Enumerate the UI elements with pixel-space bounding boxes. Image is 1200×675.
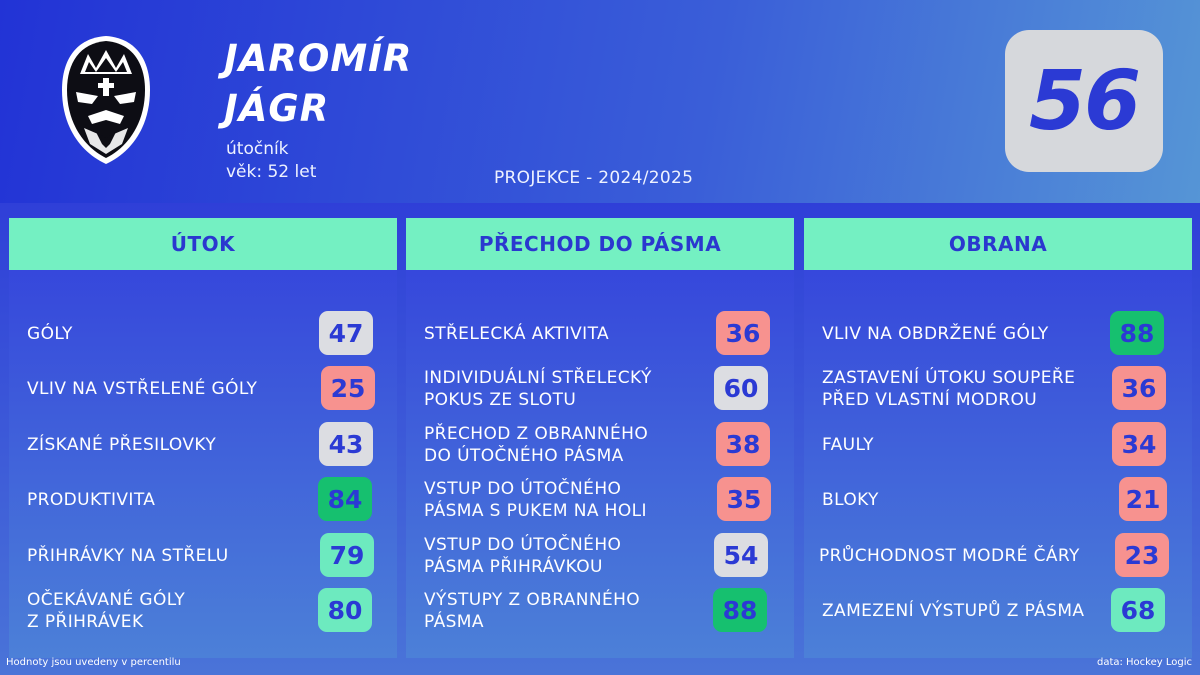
stat-value-badge: 80	[318, 588, 372, 632]
stat-value-badge: 54	[714, 533, 768, 577]
stat-value-badge: 88	[713, 588, 767, 632]
stat-label: VLIV NA OBDRŽENÉ GÓLY	[822, 324, 1049, 344]
stat-value-badge: 43	[319, 422, 373, 466]
stat-row: PRODUKTIVITA 84	[9, 477, 397, 523]
player-age: věk: 52 let	[226, 162, 317, 182]
stat-value-badge: 88	[1110, 311, 1164, 355]
footer-source: data: Hockey Logic	[1096, 657, 1192, 668]
stat-value-badge: 21	[1119, 477, 1167, 521]
stat-row: ZASTAVENÍ ÚTOKU SOUPEŘE PŘED VLASTNÍ MOD…	[804, 366, 1192, 412]
stat-value-badge: 60	[714, 366, 768, 410]
stat-label: PRODUKTIVITA	[27, 490, 156, 510]
stat-row: ZÍSKANÉ PŘESILOVKY 43	[9, 422, 397, 468]
projection-label: PROJEKCE - 2024/2025	[494, 168, 694, 188]
stat-row: VLIV NA VSTŘELENÉ GÓLY 25	[9, 366, 397, 412]
stat-value-badge: 38	[716, 422, 770, 466]
stat-row: VÝSTUPY Z OBRANNÉHO PÁSMA 88	[406, 588, 794, 634]
stat-label: VÝSTUPY Z OBRANNÉHO PÁSMA	[424, 590, 641, 632]
stat-row: PŘIHRÁVKY NA STŘELU 79	[9, 533, 397, 579]
stat-row: PŘECHOD Z OBRANNÉHO DO ÚTOČNÉHO PÁSMA 38	[406, 422, 794, 468]
stat-value-badge: 25	[321, 366, 375, 410]
stat-row: GÓLY 47	[9, 311, 397, 357]
stat-label: ZÍSKANÉ PŘESILOVKY	[27, 435, 217, 455]
panel-prechod-do-pasma: PŘECHOD DO PÁSMA STŘELECKÁ AKTIVITA 36 I…	[406, 218, 794, 658]
stat-label: PŘECHOD Z OBRANNÉHO DO ÚTOČNÉHO PÁSMA	[424, 424, 649, 466]
stat-row: BLOKY 21	[804, 477, 1192, 523]
stat-row: ZAMEZENÍ VÝSTUPŮ Z PÁSMA 68	[804, 588, 1192, 634]
stat-row: STŘELECKÁ AKTIVITA 36	[406, 311, 794, 357]
player-name: JAROMÍR JÁGR	[224, 34, 412, 134]
stat-value-badge: 47	[319, 311, 373, 355]
player-last-name: JÁGR	[224, 87, 330, 130]
stat-row: VSTUP DO ÚTOČNÉHO PÁSMA S PUKEM NA HOLI …	[406, 477, 794, 523]
player-position: útočník	[226, 139, 289, 159]
stat-label: GÓLY	[27, 324, 73, 344]
stat-row: PRŮCHODNOST MODRÉ ČÁRY 23	[804, 533, 1192, 579]
overall-rating-box: 56	[1005, 30, 1163, 172]
stat-label: VLIV NA VSTŘELENÉ GÓLY	[27, 379, 258, 399]
panel-utok: ÚTOK GÓLY 47 VLIV NA VSTŘELENÉ GÓLY 25 Z…	[9, 218, 397, 658]
stat-value-badge: 35	[717, 477, 771, 521]
stat-value-badge: 36	[1112, 366, 1166, 410]
stat-label: STŘELECKÁ AKTIVITA	[424, 324, 610, 344]
stat-value-badge: 36	[716, 311, 770, 355]
stat-row: OČEKÁVANÉ GÓLY Z PŘIHRÁVEK 80	[9, 588, 397, 634]
stat-label: PRŮCHODNOST MODRÉ ČÁRY	[819, 546, 1080, 566]
stat-label: VSTUP DO ÚTOČNÉHO PÁSMA PŘIHRÁVKOU	[424, 535, 622, 577]
stat-value-badge: 68	[1111, 588, 1165, 632]
panel-title: PŘECHOD DO PÁSMA	[406, 218, 794, 270]
stat-label: OČEKÁVANÉ GÓLY Z PŘIHRÁVEK	[27, 590, 186, 632]
panel-obrana: OBRANA VLIV NA OBDRŽENÉ GÓLY 88 ZASTAVEN…	[804, 218, 1192, 658]
stat-label: BLOKY	[822, 490, 879, 510]
stat-row: INDIVIDUÁLNÍ STŘELECKÝ POKUS ZE SLOTU 60	[406, 366, 794, 412]
stat-label: ZASTAVENÍ ÚTOKU SOUPEŘE PŘED VLASTNÍ MOD…	[822, 368, 1076, 410]
stat-row: FAULY 34	[804, 422, 1192, 468]
stat-value-badge: 84	[318, 477, 372, 521]
stat-label: ZAMEZENÍ VÝSTUPŮ Z PÁSMA	[822, 601, 1085, 621]
stat-label: FAULY	[822, 435, 874, 455]
stat-value-badge: 23	[1115, 533, 1169, 577]
stat-label: PŘIHRÁVKY NA STŘELU	[27, 546, 229, 566]
stat-row: VLIV NA OBDRŽENÉ GÓLY 88	[804, 311, 1192, 357]
stat-value-badge: 34	[1112, 422, 1166, 466]
footer-note: Hodnoty jsou uvedeny v percentilu	[6, 657, 181, 668]
stat-value-badge: 79	[320, 533, 374, 577]
panel-title: OBRANA	[804, 218, 1192, 270]
player-first-name: JAROMÍR	[224, 37, 413, 80]
stat-row: VSTUP DO ÚTOČNÉHO PÁSMA PŘIHRÁVKOU 54	[406, 533, 794, 579]
panel-title: ÚTOK	[9, 218, 397, 270]
knight-crown-mask-icon	[62, 36, 150, 164]
stat-label: VSTUP DO ÚTOČNÉHO PÁSMA S PUKEM NA HOLI	[424, 479, 647, 521]
overall-rating-value: 56	[1028, 53, 1141, 149]
stat-label: INDIVIDUÁLNÍ STŘELECKÝ POKUS ZE SLOTU	[424, 368, 652, 410]
